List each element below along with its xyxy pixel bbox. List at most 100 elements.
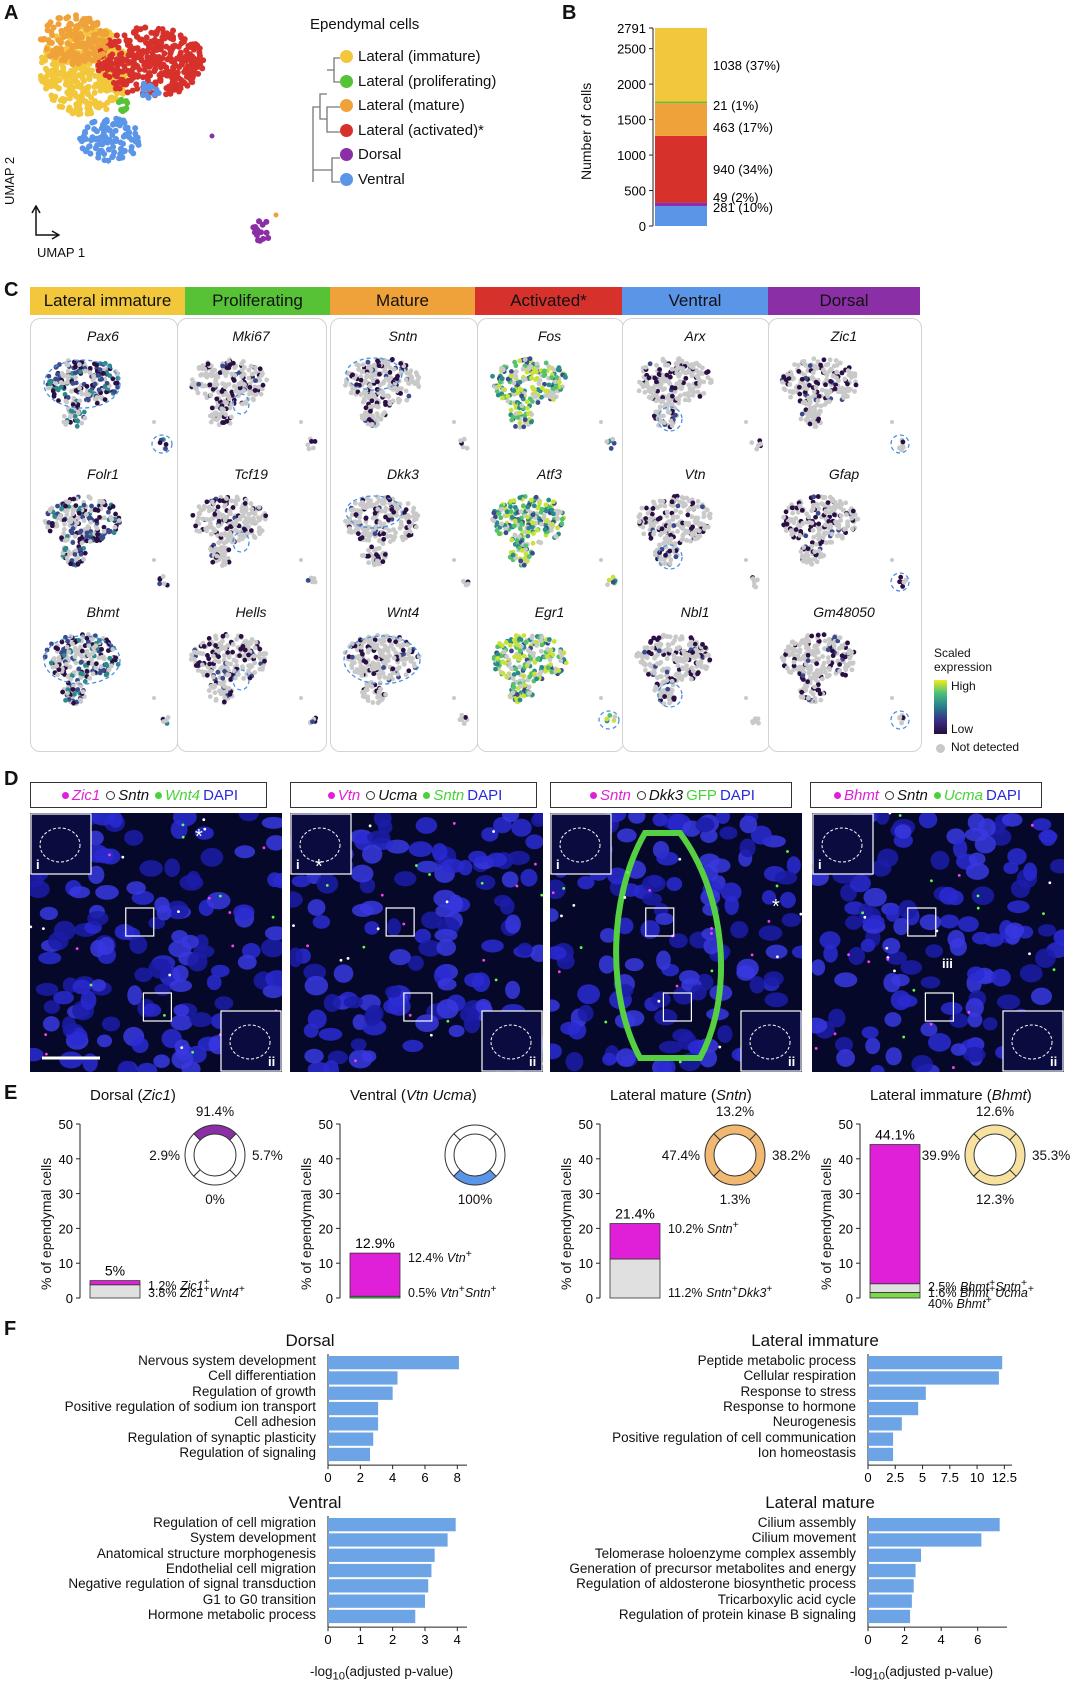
umap-plot-overview bbox=[37, 12, 279, 244]
umap-cell-dot bbox=[166, 34, 173, 41]
gene-umap-plot bbox=[779, 356, 910, 454]
umap-cell-dot bbox=[124, 41, 131, 48]
gene-expression-dot bbox=[385, 393, 391, 399]
gene-expression-dot bbox=[220, 675, 226, 681]
gene-umap-plot bbox=[491, 633, 620, 730]
gene-expression-dot bbox=[248, 528, 254, 533]
gene-expression-dot bbox=[669, 393, 675, 399]
gene-expression-dot bbox=[653, 379, 659, 385]
umap-cell-dot bbox=[115, 44, 122, 51]
gene-expression-dot bbox=[222, 562, 228, 567]
cluster-strip-cell: Lateral immature bbox=[30, 287, 185, 315]
gene-expression-dot bbox=[252, 670, 258, 675]
gene-expression-dot bbox=[237, 516, 243, 522]
gene-expression-dot bbox=[105, 648, 111, 654]
gene-expression-dot bbox=[541, 373, 547, 379]
gene-expression-dot bbox=[391, 655, 397, 661]
gene-expression-dot bbox=[208, 548, 214, 553]
gene-expression-dot bbox=[646, 394, 652, 400]
bar-b-tick-label: 2000 bbox=[617, 77, 646, 92]
gene-expression-dot bbox=[359, 369, 365, 375]
gene-expression-dot bbox=[660, 398, 665, 404]
gene-expression-dot bbox=[63, 537, 69, 543]
gene-expression-dot bbox=[492, 514, 498, 520]
gene-expression-dot bbox=[375, 379, 380, 385]
gene-expression-dot bbox=[750, 720, 756, 726]
gene-expression-dot bbox=[224, 526, 230, 532]
gene-expression-dot bbox=[824, 377, 830, 382]
gene-expression-dot bbox=[246, 656, 252, 661]
umap-cell-dot bbox=[263, 229, 270, 236]
gene-expression-dot bbox=[82, 550, 88, 556]
gene-expression-dot bbox=[95, 373, 101, 378]
gene-expression-dot bbox=[665, 362, 671, 368]
gene-expression-dot bbox=[260, 664, 266, 670]
gene-expression-dot bbox=[534, 361, 540, 367]
gene-expression-dot bbox=[386, 675, 391, 681]
gene-expression-dot bbox=[257, 646, 263, 652]
gene-expression-dot bbox=[252, 387, 258, 393]
gene-expression-dot bbox=[679, 358, 685, 364]
gene-expression-dot bbox=[526, 366, 532, 372]
gene-expression-dot bbox=[408, 658, 414, 664]
gene-expression-dot bbox=[212, 367, 218, 373]
gene-expression-dot bbox=[703, 645, 708, 651]
gene-expression-dot bbox=[490, 373, 495, 379]
gene-expression-dot bbox=[550, 499, 556, 505]
gene-expression-dot bbox=[216, 648, 222, 654]
gene-expression-dot bbox=[157, 581, 163, 587]
gene-expression-dot bbox=[64, 644, 70, 650]
gene-expression-dot bbox=[651, 668, 657, 674]
umap-cell-dot bbox=[48, 40, 55, 47]
gene-expression-dot bbox=[84, 512, 89, 517]
gene-expression-dot bbox=[702, 664, 708, 669]
gene-expression-dot bbox=[97, 514, 102, 520]
bar-b-segment-label: 21 (1%) bbox=[713, 98, 759, 113]
gene-expression-dot bbox=[415, 513, 421, 519]
gene-expression-dot bbox=[689, 665, 695, 671]
gene-expression-dot bbox=[89, 657, 94, 662]
gene-expression-dot bbox=[360, 362, 366, 368]
gene-expression-dot bbox=[690, 392, 696, 398]
gene-expression-dot bbox=[559, 516, 565, 522]
gene-expression-dot bbox=[233, 658, 239, 664]
cluster-legend-title: Ependymal cells bbox=[310, 16, 420, 33]
gene-expression-dot bbox=[643, 364, 649, 370]
gene-expression-dot bbox=[612, 714, 618, 720]
cluster-dot-icon bbox=[340, 148, 353, 161]
gene-expression-dot bbox=[818, 362, 823, 368]
gene-expression-dot bbox=[86, 643, 92, 649]
umap-cell-dot bbox=[87, 150, 94, 157]
umap-cell-dot bbox=[82, 45, 89, 52]
umap-cell-dot bbox=[131, 55, 138, 62]
umap-cell-dot bbox=[254, 226, 261, 233]
gene-expression-dot bbox=[361, 553, 367, 558]
gene-expression-dot bbox=[230, 649, 235, 655]
gene-expression-dot bbox=[535, 656, 541, 662]
gene-expression-dot bbox=[92, 381, 98, 387]
umap-cell-dot bbox=[170, 43, 177, 50]
gene-expression-dot bbox=[636, 519, 642, 525]
gene-umap-plot bbox=[42, 632, 171, 726]
gene-expression-dot bbox=[670, 682, 676, 688]
gene-expression-dot bbox=[195, 667, 201, 673]
gene-expression-dot bbox=[464, 582, 469, 588]
umap-axis-y-label: UMAP 2 bbox=[2, 156, 17, 205]
gene-expression-dot bbox=[213, 410, 219, 416]
bar-b-tick-label: 2791 bbox=[617, 21, 646, 36]
gene-expression-dot bbox=[700, 641, 705, 647]
umap-cell-dot bbox=[94, 21, 101, 28]
gene-expression-dot bbox=[381, 531, 386, 537]
gene-expression-dot bbox=[224, 633, 230, 639]
gene-expression-dot bbox=[519, 393, 524, 399]
gene-expression-dot bbox=[530, 520, 536, 526]
gene-expression-dot bbox=[508, 407, 514, 413]
gene-expression-dot bbox=[229, 414, 234, 420]
gene-expression-dot bbox=[676, 400, 681, 406]
gene-expression-dot bbox=[683, 528, 689, 534]
gene-label: Folr1 bbox=[87, 466, 119, 482]
gene-expression-dot bbox=[381, 536, 387, 542]
gene-expression-dot bbox=[661, 557, 667, 562]
gene-expression-dot bbox=[689, 514, 695, 520]
gene-expression-dot bbox=[100, 370, 106, 376]
